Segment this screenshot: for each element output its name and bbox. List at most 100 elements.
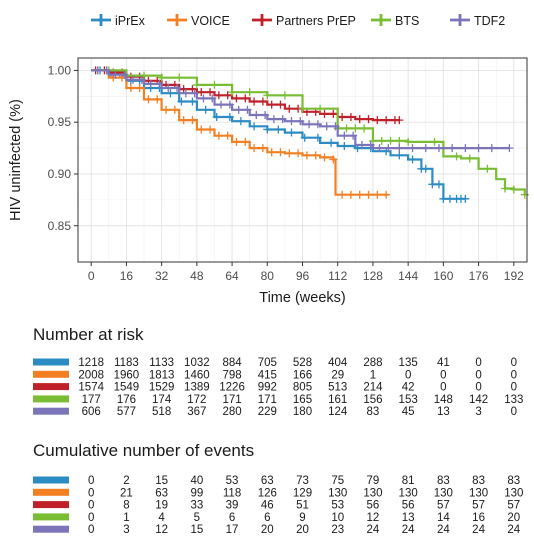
table-cell: 6 — [229, 512, 235, 524]
censor-mark — [320, 109, 329, 118]
censor-mark — [234, 105, 243, 114]
censor-mark — [395, 151, 404, 160]
table-cell: 165 — [293, 394, 312, 406]
censor-mark — [421, 164, 430, 173]
table-cell: 1389 — [184, 382, 210, 394]
table-cell: 56 — [402, 500, 415, 512]
censor-mark — [375, 144, 384, 153]
censor-mark — [373, 190, 382, 199]
table-cell: 171 — [258, 394, 277, 406]
table-cell: 126 — [258, 487, 277, 499]
table-cell: 180 — [293, 406, 312, 418]
legend-label: BTS — [395, 14, 419, 28]
table-cell: 23 — [331, 524, 344, 536]
censor-mark — [164, 84, 173, 93]
censor-mark — [320, 153, 329, 162]
table-cell: 0 — [475, 382, 481, 394]
table-cell: 1226 — [219, 382, 245, 394]
censor-mark — [395, 144, 404, 153]
tables: 1218 1183 1133 1032 884 705 528 404 288 135 41 0 020… — [33, 357, 523, 536]
y-tick-label: 0.90 — [48, 167, 72, 181]
table-cell: 0 — [88, 524, 94, 536]
x-tick-label: 64 — [225, 269, 239, 283]
axes: 0 16 32 48 64 80 96 112 128 144 160 176 192 0.85 0.90 0… — [8, 63, 524, 306]
censor-mark — [349, 131, 358, 140]
survival-line — [91, 69, 389, 196]
censor-mark — [395, 136, 404, 145]
x-tick-label: 32 — [155, 269, 169, 283]
censor-mark — [228, 88, 237, 97]
table-cell: 130 — [328, 487, 347, 499]
table-cell: 884 — [222, 357, 242, 369]
table-cell: 6 — [264, 512, 270, 524]
table-cell: 0 — [511, 406, 517, 418]
table-cell: 528 — [293, 357, 312, 369]
censor-mark — [269, 115, 278, 124]
censor-mark — [120, 70, 129, 79]
risk-table: 1218 1183 1133 1032 884 705 528 404 288 135 41 0 020… — [33, 357, 523, 418]
table-cell: 3 — [475, 406, 481, 418]
table-cell: 171 — [222, 394, 241, 406]
legend-key — [252, 14, 272, 26]
censor-mark — [313, 120, 322, 129]
censor-mark — [355, 190, 364, 199]
censor-mark — [201, 105, 210, 114]
legend: iPrEx VOICE Partners PrEP BTS TDF2 — [91, 14, 505, 28]
censor-mark — [302, 151, 311, 160]
censor-mark — [190, 89, 199, 98]
table-cell: 1813 — [149, 369, 175, 381]
table-cell: 1218 — [78, 357, 104, 369]
censor-mark — [298, 104, 307, 113]
censor-mark — [461, 194, 470, 203]
risk-table-title: Number at risk — [33, 325, 144, 344]
censor-mark — [223, 131, 232, 140]
table-cell: 15 — [190, 524, 203, 536]
censor-mark — [170, 105, 179, 114]
censor-mark — [126, 84, 135, 93]
legend-label: Partners PrEP — [276, 14, 356, 28]
x-tick-label: 160 — [433, 269, 453, 283]
censor-mark — [146, 79, 155, 88]
table-cell: 577 — [117, 406, 136, 418]
survival-line — [91, 69, 466, 200]
table-cell: 124 — [328, 406, 348, 418]
table-cell: 14 — [437, 512, 450, 524]
censor-mark — [258, 144, 267, 153]
table-cell: 0 — [475, 369, 481, 381]
censor-mark — [331, 122, 340, 131]
table-cell: 9 — [299, 512, 305, 524]
censor-mark — [153, 95, 162, 104]
table-cell: 0 — [511, 382, 517, 394]
censor-mark — [192, 80, 201, 89]
censor-mark — [258, 97, 267, 106]
censor-mark — [386, 136, 395, 145]
row-color-key — [33, 501, 69, 509]
table-cell: 214 — [363, 382, 383, 394]
table-cell: 3 — [123, 524, 129, 536]
table-cell: 1 — [370, 369, 376, 381]
censor-mark — [465, 154, 474, 163]
table-cell: 19 — [155, 500, 168, 512]
table-cell: 606 — [82, 406, 101, 418]
censor-mark — [129, 75, 138, 84]
table-cell: 20 — [296, 524, 309, 536]
x-tick-label: 80 — [261, 269, 275, 283]
x-tick-label: 48 — [190, 269, 204, 283]
censor-mark — [177, 97, 186, 106]
x-tick-label: 16 — [120, 269, 134, 283]
plot-area: 0 16 32 48 64 80 96 112 128 144 160 176 192 0.85 0.90 0… — [8, 57, 529, 306]
censor-mark — [175, 73, 184, 82]
legend-key — [167, 14, 187, 26]
censor-mark — [252, 110, 261, 119]
censor-mark — [340, 131, 349, 140]
table-cell: 24 — [507, 524, 520, 536]
censor-mark — [243, 105, 252, 114]
censor-mark — [280, 91, 289, 100]
table-cell: 75 — [331, 475, 344, 487]
censor-mark — [188, 97, 197, 106]
table-cell: 156 — [363, 394, 382, 406]
table-cell: 13 — [402, 512, 415, 524]
row-color-key — [33, 370, 69, 378]
table-cell: 513 — [328, 382, 347, 394]
